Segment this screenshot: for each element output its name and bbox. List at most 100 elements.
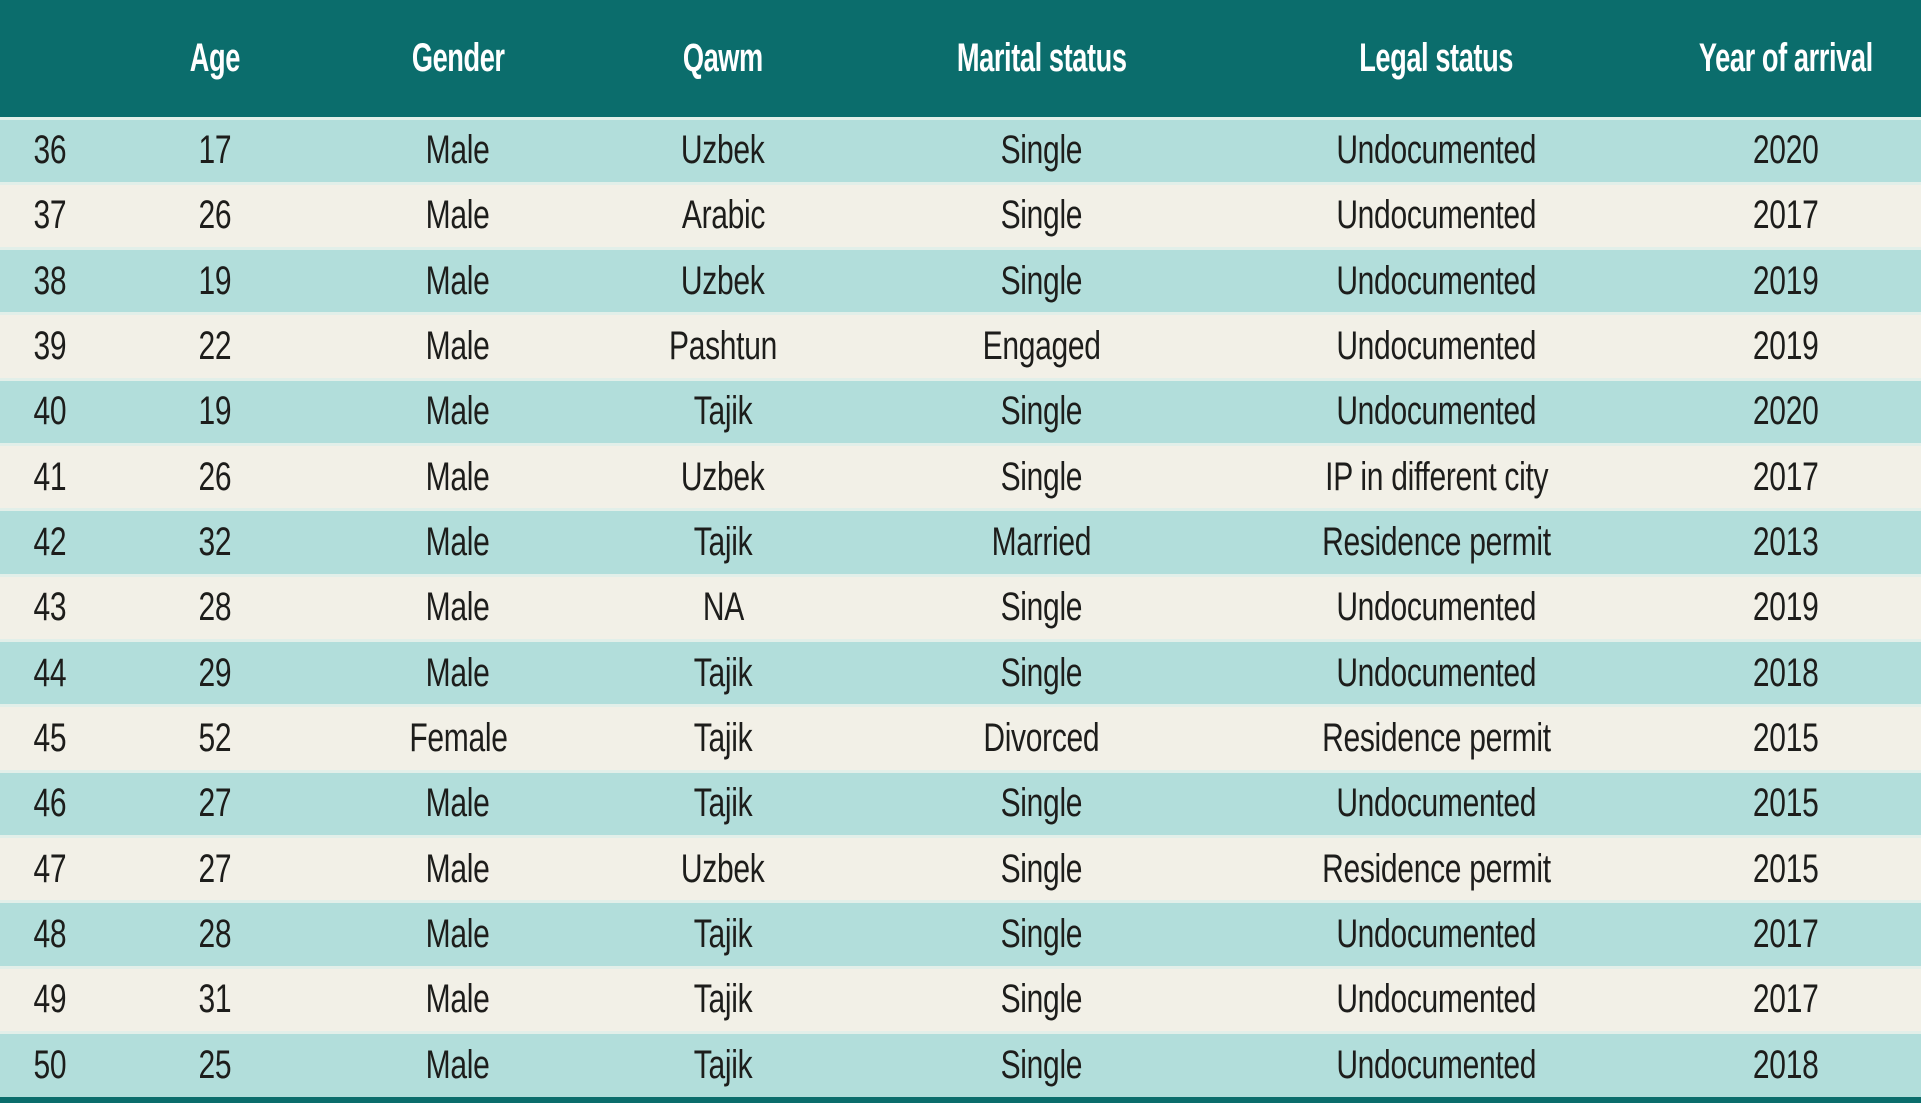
table-row: 43 28 Male NA Single Undocumented 2019 xyxy=(0,575,1921,641)
header-label: Year of arrival xyxy=(1698,35,1873,80)
table-body: 36 17 Male Uzbek Single Undocumented 2020 37 26 M… xyxy=(0,118,1921,1100)
cell-value: Male xyxy=(426,650,490,695)
header-cell-id xyxy=(0,0,100,118)
table-cell-legal_status: Residence permit xyxy=(1223,706,1650,771)
table-cell-id: 42 xyxy=(0,510,100,575)
cell-value: Tajik xyxy=(693,520,753,565)
table-cell-age: 17 xyxy=(100,118,330,183)
cell-value: 46 xyxy=(33,781,67,826)
cell-value: Single xyxy=(1000,650,1083,695)
cell-value: 19 xyxy=(198,258,232,303)
table-cell-gender: Male xyxy=(330,379,586,444)
table-cell-qawm: Arabic xyxy=(586,183,860,248)
table-cell-marital_status: Single xyxy=(860,967,1223,1032)
cell-value: 36 xyxy=(33,128,67,173)
cell-value: Undocumented xyxy=(1336,258,1537,303)
table-cell-qawm: Pashtun xyxy=(586,314,860,379)
table-row: 37 26 Male Arabic Single Undocumented 2017 xyxy=(0,183,1921,249)
cell-value: Male xyxy=(426,977,490,1022)
cell-value: 31 xyxy=(198,977,232,1022)
cell-value: Single xyxy=(1000,912,1083,957)
cell-value: 27 xyxy=(198,846,232,891)
table-cell-year_of_arrival: 2015 xyxy=(1650,706,1921,771)
table-cell-gender: Male xyxy=(330,837,586,902)
cell-value: Tajik xyxy=(693,912,753,957)
table-cell-id: 41 xyxy=(0,445,100,510)
cell-value: Single xyxy=(1000,585,1083,630)
table-cell-year_of_arrival: 2017 xyxy=(1650,183,1921,248)
table-cell-year_of_arrival: 2017 xyxy=(1650,445,1921,510)
header-cell-year_of_arrival: Year of arrival xyxy=(1650,0,1921,118)
cell-value: Tajik xyxy=(693,389,753,434)
cell-value: 2013 xyxy=(1752,520,1819,565)
table-row: 38 19 Male Uzbek Single Undocumented 2019 xyxy=(0,248,1921,314)
table-cell-age: 19 xyxy=(100,249,330,314)
table-cell-id: 43 xyxy=(0,575,100,640)
cell-value: Residence permit xyxy=(1322,716,1551,761)
cell-value: Tajik xyxy=(693,1043,753,1088)
cell-value: 29 xyxy=(198,650,232,695)
table-cell-qawm: Tajik xyxy=(586,706,860,771)
cell-value: Undocumented xyxy=(1336,585,1537,630)
cell-value: 40 xyxy=(33,389,67,434)
cell-value: Divorced xyxy=(983,716,1100,761)
cell-value: 2015 xyxy=(1752,781,1819,826)
table-cell-legal_status: Undocumented xyxy=(1223,249,1650,314)
cell-value: Residence permit xyxy=(1322,846,1551,891)
cell-value: 28 xyxy=(198,585,232,630)
cell-value: 2020 xyxy=(1752,389,1819,434)
cell-value: 26 xyxy=(198,454,232,499)
table-cell-marital_status: Single xyxy=(860,118,1223,183)
cell-value: Arabic xyxy=(681,193,765,238)
table-cell-qawm: Uzbek xyxy=(586,249,860,314)
cell-value: Tajik xyxy=(693,716,753,761)
table-cell-marital_status: Divorced xyxy=(860,706,1223,771)
table-cell-age: 32 xyxy=(100,510,330,575)
table-cell-age: 31 xyxy=(100,967,330,1032)
table-cell-year_of_arrival: 2017 xyxy=(1650,902,1921,967)
cell-value: 45 xyxy=(33,716,67,761)
cell-value: 2015 xyxy=(1752,846,1819,891)
table-row: 41 26 Male Uzbek Single IP in different city 2… xyxy=(0,444,1921,510)
table-cell-id: 47 xyxy=(0,837,100,902)
cell-value: Undocumented xyxy=(1336,1043,1537,1088)
table-cell-id: 38 xyxy=(0,249,100,314)
table-cell-marital_status: Single xyxy=(860,902,1223,967)
table-cell-marital_status: Married xyxy=(860,510,1223,575)
cell-value: Male xyxy=(426,1043,490,1088)
cell-value: Uzbek xyxy=(681,128,765,173)
cell-value: Uzbek xyxy=(681,258,765,303)
cell-value: Uzbek xyxy=(681,454,765,499)
cell-value: 2018 xyxy=(1752,650,1819,695)
header-label: Age xyxy=(189,35,241,80)
table-row: 40 19 Male Tajik Single Undocumented 2020 xyxy=(0,379,1921,445)
table-cell-age: 52 xyxy=(100,706,330,771)
cell-value: 2017 xyxy=(1752,193,1819,238)
table-cell-age: 26 xyxy=(100,183,330,248)
cell-value: 50 xyxy=(33,1043,67,1088)
table-cell-marital_status: Single xyxy=(860,249,1223,314)
table-cell-qawm: NA xyxy=(586,575,860,640)
table-cell-id: 36 xyxy=(0,118,100,183)
table-cell-marital_status: Single xyxy=(860,641,1223,706)
cell-value: 2017 xyxy=(1752,454,1819,499)
table-cell-year_of_arrival: 2019 xyxy=(1650,575,1921,640)
table-cell-id: 45 xyxy=(0,706,100,771)
cell-value: 25 xyxy=(198,1043,232,1088)
table-cell-year_of_arrival: 2020 xyxy=(1650,118,1921,183)
cell-value: 27 xyxy=(198,781,232,826)
table-cell-year_of_arrival: 2020 xyxy=(1650,379,1921,444)
cell-value: Tajik xyxy=(693,781,753,826)
cell-value: 41 xyxy=(33,454,67,499)
cell-value: Single xyxy=(1000,1043,1083,1088)
cell-value: 2019 xyxy=(1752,324,1819,369)
cell-value: Male xyxy=(426,389,490,434)
table-row: 42 32 Male Tajik Married Residence permit 2013 xyxy=(0,509,1921,576)
table-cell-gender: Male xyxy=(330,641,586,706)
table-row: 48 28 Male Tajik Single Undocumented 2017 xyxy=(0,901,1921,968)
cell-value: 2019 xyxy=(1752,258,1819,303)
cell-value: 22 xyxy=(198,324,232,369)
table-row: 45 52 Female Tajik Divorced Residence permit 2… xyxy=(0,705,1921,772)
cell-value: Single xyxy=(1000,128,1083,173)
cell-value: 32 xyxy=(198,520,232,565)
